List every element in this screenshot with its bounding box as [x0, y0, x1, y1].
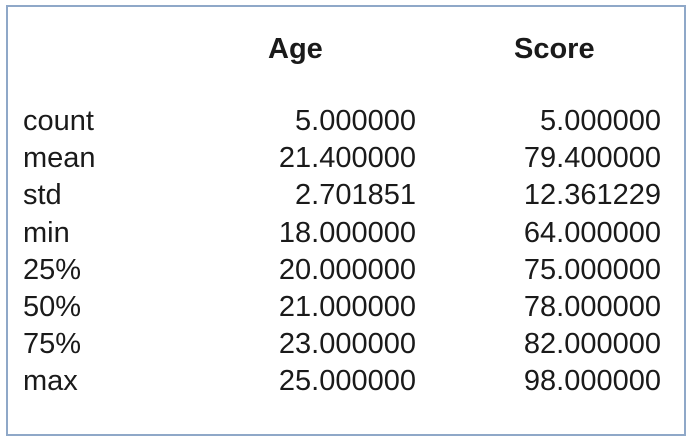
describe-output-table: Age Score count 5.000000 5.000000 mean 2…	[6, 5, 686, 436]
score-value: 75.000000	[523, 253, 661, 286]
score-value: 98.000000	[523, 365, 661, 398]
row-label: 25%	[23, 253, 82, 286]
age-value: 2.701851	[295, 179, 416, 212]
age-value: 21.000000	[278, 290, 416, 323]
age-value: 20.000000	[278, 253, 416, 286]
score-value: 12.361229	[523, 179, 661, 212]
score-value: 78.000000	[523, 290, 661, 323]
age-value: 5.000000	[295, 105, 416, 137]
table-row: 50% 21.000000 78.000000	[8, 289, 684, 326]
row-label: mean	[23, 142, 96, 175]
age-value: 21.400000	[278, 142, 416, 175]
table-row: min 18.000000 64.000000	[8, 215, 684, 252]
table-row: mean 21.400000 79.400000	[8, 140, 684, 177]
row-label: count	[23, 105, 94, 137]
table-row: 25% 20.000000 75.000000	[8, 252, 684, 289]
row-label: max	[23, 365, 78, 398]
table-body: count 5.000000 5.000000 mean 21.400000 7…	[8, 103, 684, 401]
table-row: max 25.000000 98.000000	[8, 363, 684, 400]
row-label: 50%	[23, 290, 82, 323]
column-header-score: Score	[514, 33, 595, 65]
row-label: std	[23, 179, 62, 212]
score-value: 64.000000	[523, 216, 661, 249]
table-row: std 2.701851 12.361229	[8, 177, 684, 214]
row-label: min	[23, 216, 70, 249]
age-value: 18.000000	[278, 216, 416, 249]
row-label: 75%	[23, 328, 82, 361]
table-row: count 5.000000 5.000000	[8, 103, 684, 140]
age-value: 25.000000	[278, 365, 416, 398]
score-value: 82.000000	[523, 328, 661, 361]
score-value: 5.000000	[540, 105, 661, 137]
age-value: 23.000000	[278, 328, 416, 361]
table-row: 75% 23.000000 82.000000	[8, 326, 684, 363]
column-header-age: Age	[268, 33, 323, 65]
score-value: 79.400000	[523, 142, 661, 175]
